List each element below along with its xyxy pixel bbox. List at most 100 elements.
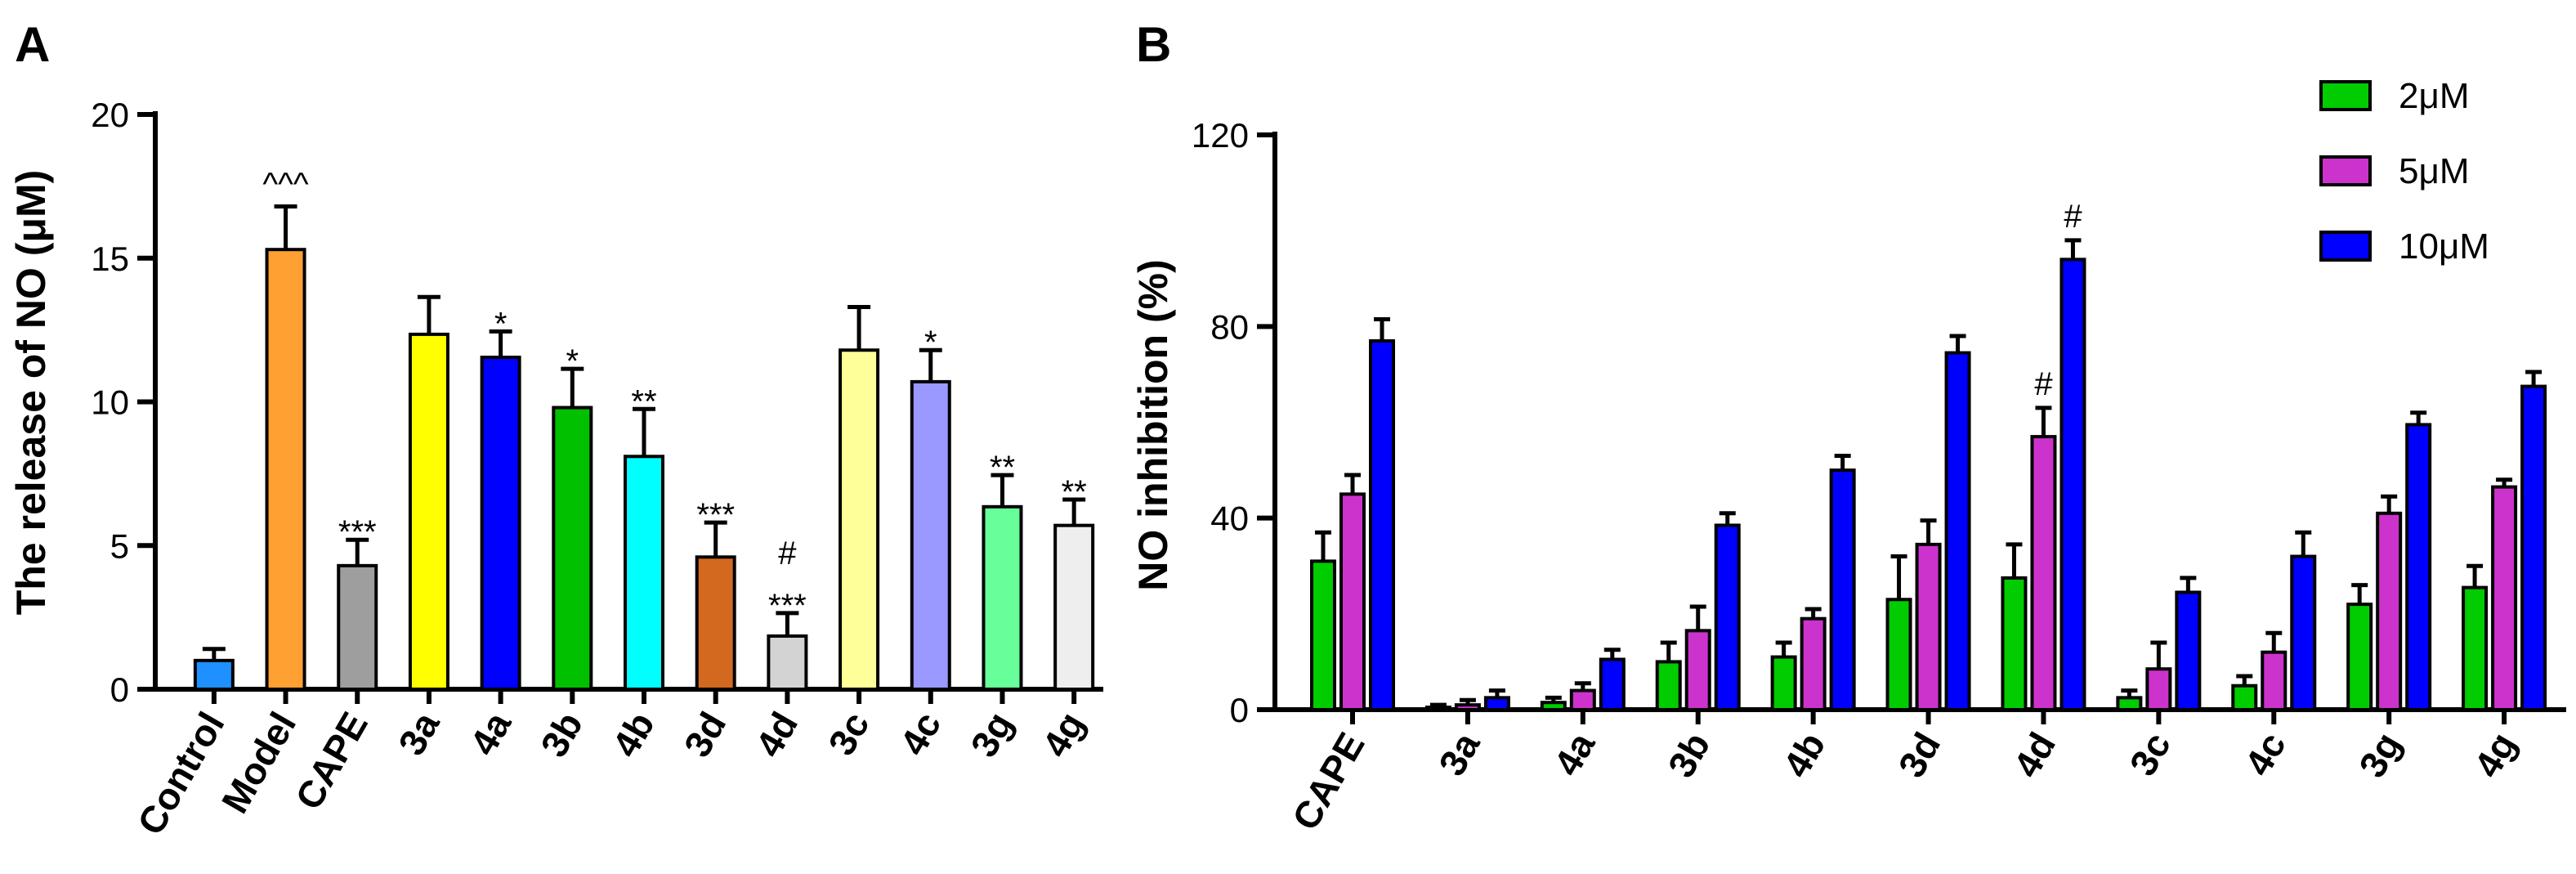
chart-b-bar: [2520, 384, 2547, 711]
chart-b-bar: [1800, 616, 1827, 711]
chart-a-bar: [839, 348, 880, 691]
chart-b-bar: [1885, 598, 1912, 712]
chart-a-significance-label: **: [631, 383, 656, 419]
chart-b-bar: [1599, 657, 1626, 711]
chart-b-bar: [2175, 590, 2202, 711]
chart-b-bar: [2030, 435, 2057, 711]
chart-a-y-tick-label: 20: [91, 96, 129, 134]
chart-b-y-axis-label: NO inhibition (%): [1130, 259, 1176, 590]
chart-b-bar: [1684, 629, 1711, 712]
chart-a-significance-label: *: [924, 325, 937, 361]
chart-b-x-tick-label: 3b: [1660, 725, 1719, 784]
chart-b-bar: [2145, 667, 2172, 711]
chart-a-bar: [767, 634, 808, 691]
chart-b-legend-swatch: [2319, 80, 2372, 111]
chart-a-x-tick-label: Control: [129, 705, 233, 842]
chart-a-x-tick-label: CAPE: [287, 705, 376, 817]
chart-a-x-tick-label: 4b: [604, 705, 663, 764]
chart-b-bar: [1915, 542, 1942, 712]
chart-a-significance-label: ^^^: [262, 166, 309, 202]
chart-b-x-tick-label: 4d: [2005, 725, 2064, 784]
chart-b-legend-label: 2μM: [2399, 76, 2469, 116]
chart-a-bar: [552, 406, 593, 691]
chart-a-significance-label: ***: [696, 497, 735, 533]
chart-a-x-tick-label: 3a: [390, 705, 448, 763]
chart-a-x-tick-label: Model: [213, 705, 304, 820]
chart-b-bar: [2231, 684, 2258, 711]
chart-a-significance-label: *: [494, 306, 508, 342]
chart-b-bar: [1944, 351, 1971, 711]
chart-b-bar: [1454, 703, 1481, 711]
chart-a-bar: [408, 332, 449, 691]
chart-b-bar: [1483, 696, 1510, 712]
chart-a-bar: [982, 504, 1023, 691]
chart-b-bar: [2376, 511, 2403, 712]
chart-b-x-tick-label: 4g: [2466, 725, 2525, 784]
chart-a-significance-label: ***: [338, 514, 377, 550]
chart-b-bar: [2059, 258, 2086, 712]
chart-a-bar: [624, 455, 664, 691]
chart-a-y-tick-label: 5: [110, 527, 129, 565]
chart-b: 0 40 80 120 CAPE 3a 4a 3b 4b 3d # #4d 3c 4c 3g 4g 2μM 5μM…: [1192, 76, 2566, 837]
chart-a-significance-label: *: [566, 343, 579, 379]
chart-b-y-tick-label: 40: [1210, 500, 1249, 538]
chart-b-x-tick-label: 4a: [1545, 725, 1603, 783]
chart-a-bar: [1053, 523, 1095, 692]
chart-a-x-tick-label: 4c: [892, 705, 950, 762]
chart-a-bar: [480, 356, 521, 691]
chart-b-legend-label: 10μM: [2399, 226, 2489, 267]
chart-a-bar: [695, 555, 736, 691]
chart-b-bar: [2346, 603, 2373, 711]
chart-a-x-tick-label: 4a: [462, 705, 520, 763]
chart-b-x-tick-label: 4c: [2236, 725, 2294, 782]
chart-a-x-tick-label: 4d: [747, 705, 806, 764]
chart-b-x-tick-label: 3g: [2350, 725, 2409, 784]
chart-b-legend-label: 5μM: [2399, 151, 2469, 191]
panel-b-label: B: [1136, 17, 1171, 72]
chart-a-bar: [337, 563, 378, 691]
chart-b-bar: [1424, 706, 1451, 712]
chart-a-bar: [193, 658, 235, 691]
chart-b-x-tick-label: CAPE: [1284, 725, 1373, 837]
chart-b-bar: [2462, 585, 2489, 711]
chart-a-x-tick-label: 3b: [532, 705, 591, 764]
chart-a-significance-label: **: [990, 450, 1015, 486]
chart-a-significance-label: #: [778, 536, 797, 571]
chart-a-x-tick-label: 3g: [962, 705, 1021, 764]
chart-b-x-tick-label: 3a: [1430, 725, 1488, 783]
chart-a-bar: [265, 248, 306, 691]
chart-b-y-tick-label: 80: [1210, 307, 1249, 346]
chart-b-bar: [1770, 655, 1797, 712]
chart-b-bar: [2405, 423, 2432, 711]
chart-a-significance-label: **: [1062, 474, 1087, 510]
chart-b-legend-swatch: [2319, 155, 2372, 186]
chart-a-x-tick-label: 3d: [675, 705, 734, 764]
chart-b-bar: [1829, 468, 1856, 711]
chart-b-significance-label: #: [2034, 366, 2053, 402]
chart-b-x-tick-label: 3d: [1890, 725, 1948, 784]
chart-a-x-tick-label: 3c: [820, 705, 878, 762]
chart-b-bar: [1310, 559, 1336, 711]
chart-b-bar: [2001, 576, 2028, 711]
chart-b-y-tick-label: 120: [1192, 116, 1249, 155]
panel-a-label: A: [15, 17, 50, 72]
chart-b-bar: [2261, 650, 2288, 712]
chart-b-bar: [2116, 696, 2143, 712]
chart-a-significance-label: ***: [768, 588, 807, 624]
chart-a-y-tick-label: 15: [91, 240, 129, 278]
chart-a-x-tick-label: 4g: [1034, 705, 1093, 764]
chart-b-y-tick-label: 0: [1230, 691, 1249, 729]
chart-a-bar: [910, 379, 951, 691]
chart-b-x-tick-label: 4b: [1774, 725, 1833, 784]
chart-b-legend-swatch: [2319, 231, 2372, 262]
chart-a-y-tick-label: 10: [91, 383, 129, 422]
chart-a-y-tick-label: 0: [110, 670, 129, 709]
chart-b-bar: [1655, 660, 1682, 712]
chart-b-bar: [1569, 688, 1596, 711]
chart-b-bar: [2491, 485, 2518, 712]
chart-b-bar: [2290, 554, 2317, 711]
chart-b-x-tick-label: 3c: [2121, 725, 2179, 782]
chart-b-bar: [1540, 701, 1567, 712]
